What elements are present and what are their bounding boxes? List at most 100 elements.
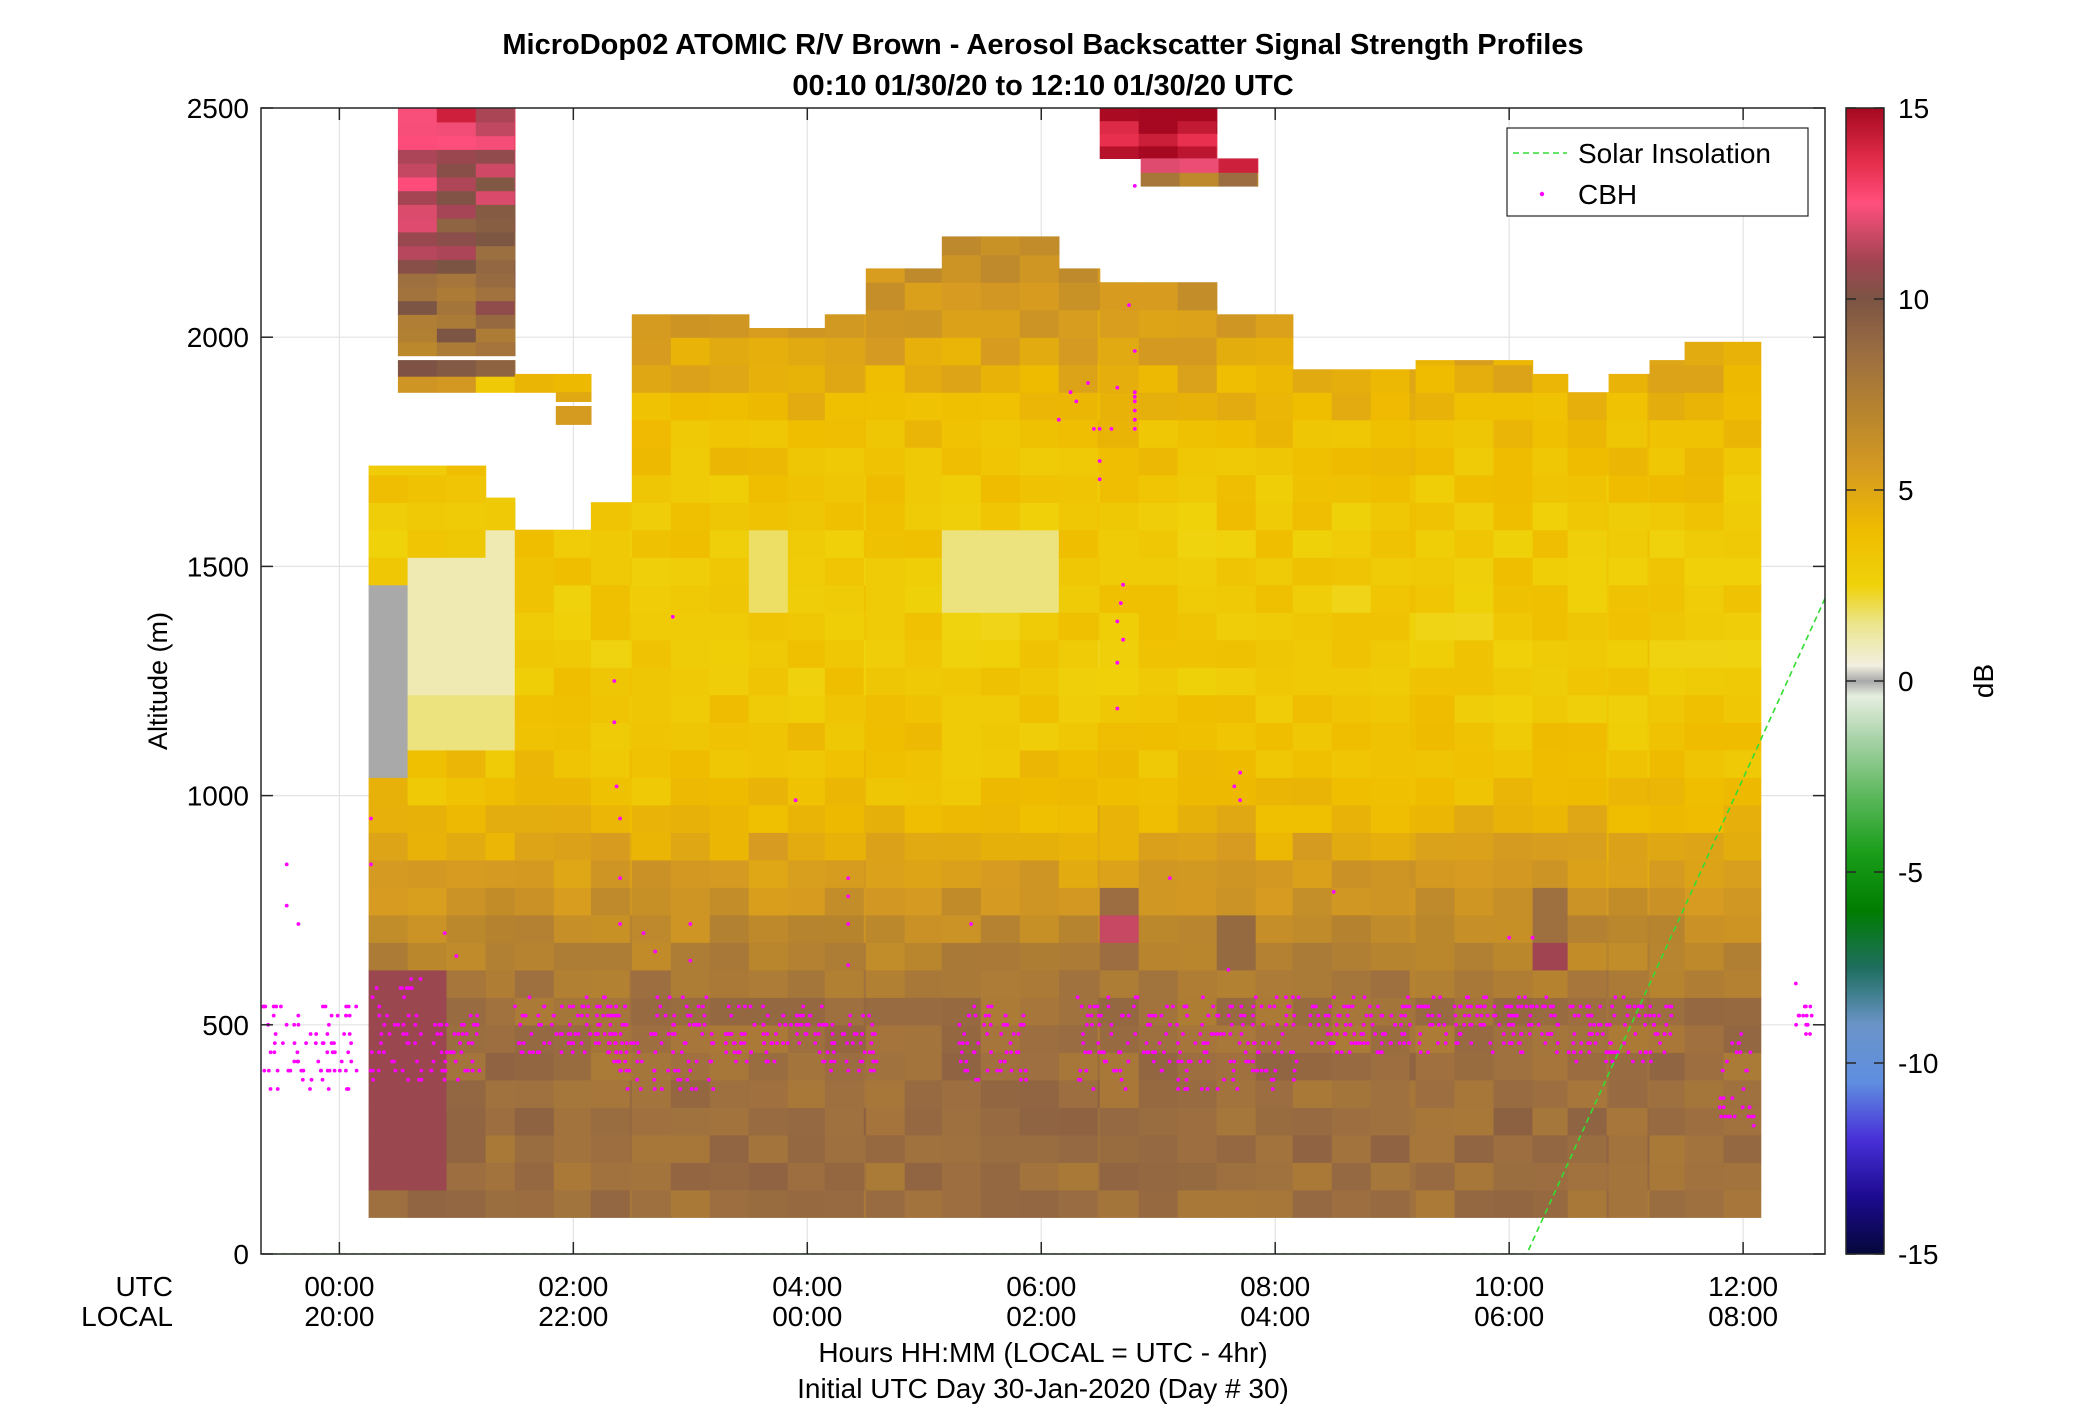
- cbh-point: [1117, 1050, 1121, 1055]
- heatmap-cell: [980, 1024, 1021, 1053]
- cbh-point: [1109, 1032, 1114, 1036]
- cbh-point: [857, 1068, 861, 1073]
- cbh-point: [983, 1013, 988, 1018]
- heatmap-cell: [1216, 1134, 1257, 1163]
- heatmap-cell: [1532, 722, 1569, 751]
- heatmap-cell: [514, 1024, 555, 1053]
- cbh-point: [1292, 1013, 1297, 1018]
- heatmap-cell: [787, 942, 826, 971]
- heatmap-cell: [748, 777, 789, 806]
- heatmap-cell: [1684, 997, 1725, 1026]
- cbh-point: [1332, 995, 1336, 1000]
- heatmap-cell: [1454, 777, 1495, 806]
- heatmap-cell: [1138, 309, 1179, 338]
- heatmap-cell: [1684, 694, 1725, 723]
- heatmap-cell: [709, 557, 750, 586]
- cbh-point: [1316, 1041, 1321, 1045]
- heatmap-cell: [1647, 392, 1651, 421]
- heatmap-cell: [1097, 584, 1101, 613]
- heatmap-cell: [1532, 832, 1569, 861]
- heatmap-cell: [1454, 1162, 1495, 1191]
- heatmap-cell: [485, 694, 516, 723]
- heatmap-cell: [863, 694, 867, 723]
- heatmap-cell: [787, 557, 826, 586]
- cbh-point: [1373, 1032, 1377, 1036]
- cbh-point: [1115, 619, 1120, 624]
- cbh-point: [967, 1013, 972, 1018]
- backscatter-heatmap: [368, 108, 1762, 1218]
- heatmap-cell: [1649, 1162, 1686, 1191]
- heatmap-cell: [1097, 667, 1101, 696]
- cbh-point: [1649, 1059, 1653, 1064]
- x-tick-label-utc: 04:00: [772, 1271, 842, 1302]
- heatmap-cell: [446, 777, 487, 806]
- cbh-point: [1528, 1013, 1533, 1018]
- cbh-point: [471, 1022, 476, 1027]
- heatmap-cell: [865, 969, 906, 998]
- cbh-point: [830, 1022, 835, 1027]
- heatmap-cell: [1019, 392, 1060, 421]
- heatmap-cell: [1370, 1162, 1411, 1191]
- cbh-point: [595, 1004, 599, 1009]
- heatmap-cell: [863, 777, 867, 806]
- heatmap-cell: [475, 218, 516, 233]
- cbh-point: [623, 1004, 628, 1009]
- heatmap-cell: [1331, 694, 1372, 723]
- heatmap-cell: [475, 360, 516, 377]
- heatmap-cell: [1099, 969, 1140, 998]
- heatmap-cell: [407, 557, 448, 586]
- heatmap-cell: [485, 1052, 516, 1081]
- heatmap-cell: [1567, 997, 1608, 1026]
- cbh-point: [1235, 1087, 1240, 1091]
- cbh-point: [431, 1059, 436, 1064]
- cbh-point: [439, 1050, 444, 1055]
- heatmap-cell: [1532, 749, 1569, 778]
- heatmap-cell: [1723, 859, 1762, 888]
- cbh-point: [1622, 1041, 1627, 1045]
- heatmap-cell: [1649, 360, 1686, 366]
- cbh-point: [1653, 1032, 1658, 1036]
- heatmap-cell: [1723, 667, 1762, 696]
- heatmap-cell: [1647, 694, 1651, 723]
- heatmap-cell: [407, 1079, 448, 1108]
- heatmap-cell: [446, 942, 487, 971]
- heatmap-cell: [670, 584, 711, 613]
- heatmap-cell: [590, 942, 631, 971]
- heatmap-cell: [904, 1107, 943, 1136]
- heatmap-cell: [1370, 832, 1411, 861]
- heatmap-cell: [514, 1162, 555, 1191]
- heatmap-cell: [1532, 1079, 1569, 1108]
- cbh-point: [413, 1022, 418, 1027]
- heatmap-cell: [1099, 474, 1140, 503]
- heatmap-cell: [1257, 172, 1259, 187]
- heatmap-cell: [1606, 859, 1610, 888]
- heatmap-cell: [553, 639, 592, 668]
- cbh-point: [794, 1022, 799, 1027]
- heatmap-cell: [514, 1107, 555, 1136]
- cbh-point: [327, 1022, 331, 1027]
- heatmap-cell: [1177, 1052, 1218, 1081]
- cbh-point: [398, 986, 403, 990]
- heatmap-cell: [368, 1134, 409, 1163]
- cbh-point: [1289, 1050, 1293, 1055]
- cbh-point: [635, 1041, 640, 1045]
- heatmap-cell: [436, 163, 477, 178]
- heatmap-cell: [436, 328, 477, 343]
- heatmap-cell: [709, 804, 750, 833]
- cbh-point: [783, 1022, 788, 1027]
- heatmap-cell: [709, 612, 750, 641]
- heatmap-cell: [1649, 722, 1686, 751]
- heatmap-cell: [553, 969, 592, 998]
- heatmap-cell: [1647, 1189, 1651, 1218]
- heatmap-cell: [865, 529, 906, 558]
- x-tick-label-utc: 06:00: [1006, 1271, 1076, 1302]
- heatmap-cell: [1331, 804, 1372, 833]
- cbh-point: [620, 1041, 624, 1045]
- heatmap-cell: [1099, 120, 1140, 134]
- heatmap-cell: [1409, 832, 1417, 861]
- heatmap-cell: [397, 218, 438, 233]
- heatmap-cell: [1649, 392, 1686, 421]
- cbh-point: [743, 1004, 747, 1009]
- cbh-point: [337, 1068, 342, 1073]
- cbh-point: [606, 1050, 610, 1055]
